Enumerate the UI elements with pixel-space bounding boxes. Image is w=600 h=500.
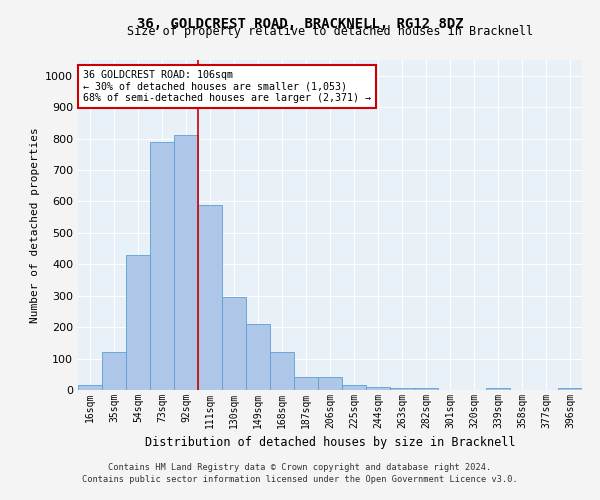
Title: Size of property relative to detached houses in Bracknell: Size of property relative to detached ho… bbox=[127, 25, 533, 38]
Bar bbox=[246, 324, 270, 390]
Bar bbox=[270, 352, 294, 390]
Bar bbox=[486, 388, 510, 390]
Text: Contains public sector information licensed under the Open Government Licence v3: Contains public sector information licen… bbox=[82, 474, 518, 484]
Bar bbox=[294, 378, 318, 390]
Bar bbox=[390, 388, 414, 390]
Bar bbox=[366, 387, 390, 390]
Bar bbox=[222, 298, 246, 390]
Text: 36 GOLDCREST ROAD: 106sqm
← 30% of detached houses are smaller (1,053)
68% of se: 36 GOLDCREST ROAD: 106sqm ← 30% of detac… bbox=[83, 70, 371, 103]
Y-axis label: Number of detached properties: Number of detached properties bbox=[29, 127, 40, 323]
Text: Contains HM Land Registry data © Crown copyright and database right 2024.: Contains HM Land Registry data © Crown c… bbox=[109, 464, 491, 472]
Bar bbox=[558, 388, 582, 390]
Bar bbox=[78, 386, 102, 390]
Bar bbox=[102, 352, 126, 390]
Bar bbox=[414, 388, 438, 390]
Bar bbox=[342, 386, 366, 390]
Bar bbox=[198, 204, 222, 390]
Bar bbox=[150, 142, 174, 390]
Bar bbox=[174, 136, 198, 390]
Bar bbox=[318, 378, 342, 390]
Bar bbox=[126, 255, 150, 390]
Text: 36, GOLDCREST ROAD, BRACKNELL, RG12 8DZ: 36, GOLDCREST ROAD, BRACKNELL, RG12 8DZ bbox=[137, 18, 463, 32]
X-axis label: Distribution of detached houses by size in Bracknell: Distribution of detached houses by size … bbox=[145, 436, 515, 450]
